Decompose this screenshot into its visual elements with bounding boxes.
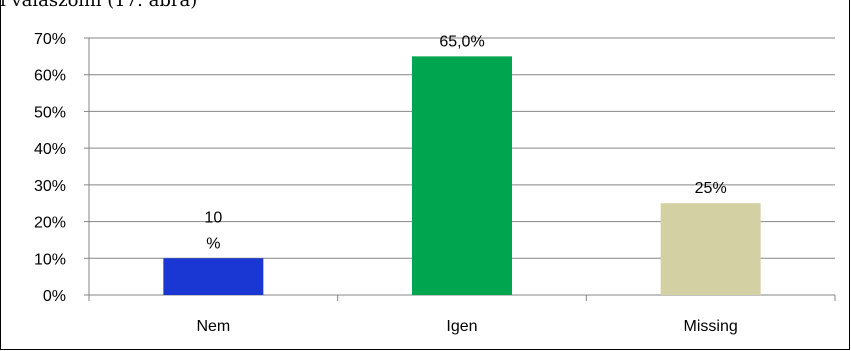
data-label: 10 xyxy=(204,209,222,226)
bar-igen xyxy=(412,56,512,295)
data-label: % xyxy=(206,235,220,252)
y-tick-label: 0% xyxy=(43,288,66,305)
data-label: 25% xyxy=(695,180,727,197)
figure-caption: i válaszolni (17. ábra) xyxy=(0,0,198,11)
y-tick-label: 40% xyxy=(34,141,66,158)
y-tick-label: 70% xyxy=(34,31,66,48)
data-label: 65,0% xyxy=(439,33,484,50)
x-tick-label: Igen xyxy=(446,318,477,335)
y-tick-label: 10% xyxy=(34,251,66,268)
x-tick-label: Nem xyxy=(196,318,230,335)
y-tick-label: 30% xyxy=(34,178,66,195)
y-tick-label: 20% xyxy=(34,215,66,232)
y-tick-label: 50% xyxy=(34,104,66,121)
bar-nem xyxy=(163,258,264,295)
y-tick-label: 60% xyxy=(34,68,66,85)
bar-missing xyxy=(660,203,761,295)
x-tick-label: Missing xyxy=(684,318,738,335)
